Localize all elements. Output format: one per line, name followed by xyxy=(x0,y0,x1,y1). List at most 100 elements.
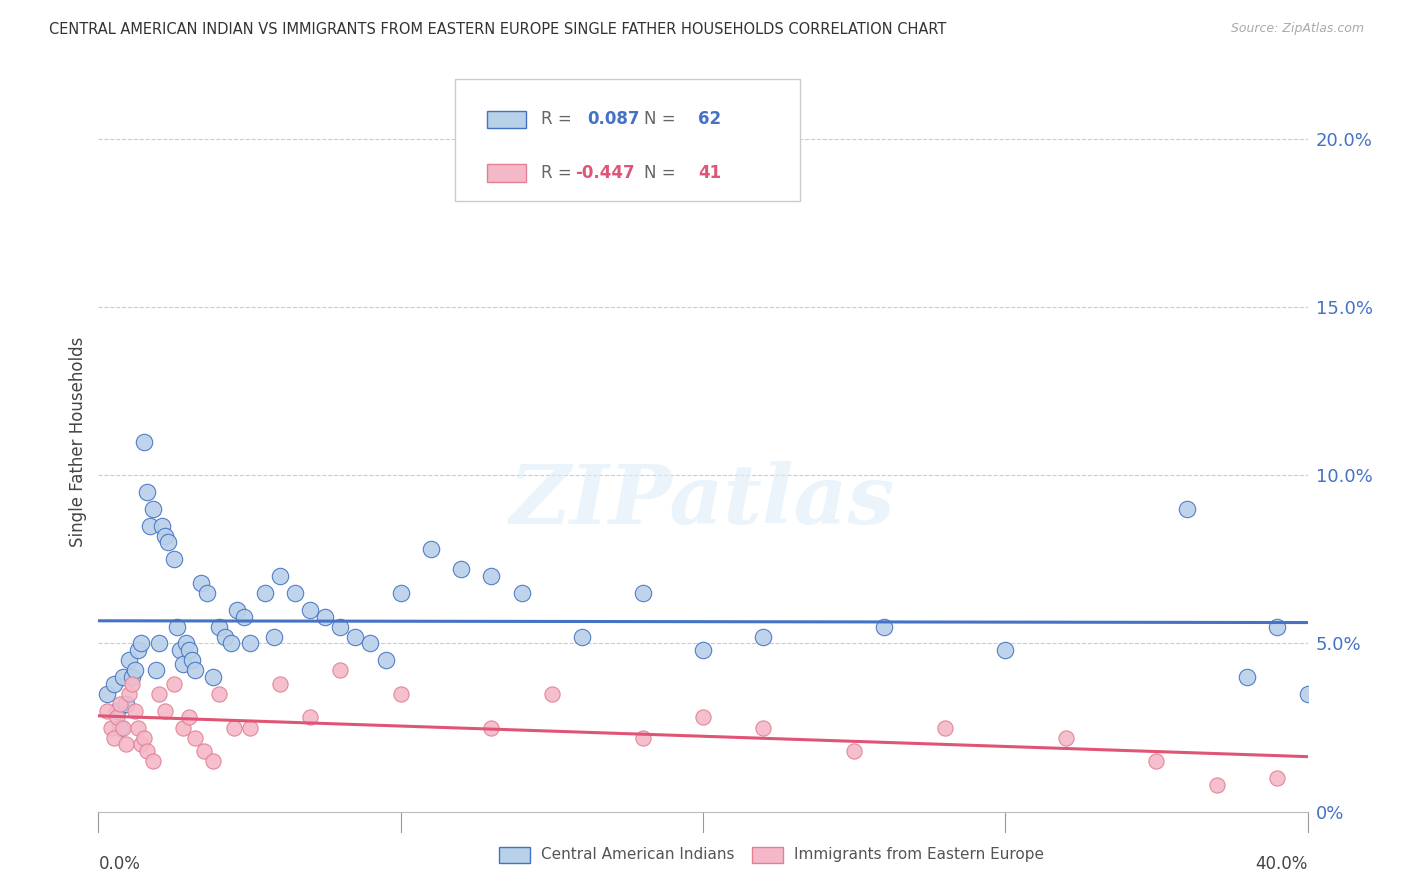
Point xyxy=(132,434,155,449)
Point xyxy=(108,697,131,711)
Point xyxy=(263,630,285,644)
Point xyxy=(224,721,246,735)
Point xyxy=(934,721,956,735)
Point xyxy=(481,721,503,735)
Point xyxy=(193,744,215,758)
Point xyxy=(214,630,236,644)
Point xyxy=(284,586,307,600)
Point xyxy=(127,721,149,735)
Text: R =: R = xyxy=(541,111,576,128)
Point xyxy=(132,731,155,745)
Point xyxy=(121,670,143,684)
Point xyxy=(145,664,167,678)
Point xyxy=(139,518,162,533)
Point xyxy=(181,653,204,667)
Point xyxy=(692,710,714,724)
Point xyxy=(169,643,191,657)
Point xyxy=(202,754,225,768)
Point xyxy=(105,704,128,718)
Point xyxy=(299,603,322,617)
Point xyxy=(208,619,231,633)
Point xyxy=(1144,754,1167,768)
Point xyxy=(156,535,179,549)
Point xyxy=(148,687,170,701)
Point xyxy=(329,664,352,678)
Point xyxy=(269,569,291,583)
Point xyxy=(226,603,249,617)
Text: CENTRAL AMERICAN INDIAN VS IMMIGRANTS FROM EASTERN EUROPE SINGLE FATHER HOUSEHOL: CENTRAL AMERICAN INDIAN VS IMMIGRANTS FR… xyxy=(49,22,946,37)
Point xyxy=(96,687,118,701)
Point xyxy=(127,643,149,657)
Point xyxy=(111,721,134,735)
Point xyxy=(100,721,122,735)
Text: 40.0%: 40.0% xyxy=(1256,855,1308,873)
Point xyxy=(142,754,165,768)
Text: 0.087: 0.087 xyxy=(586,111,640,128)
Point xyxy=(172,721,194,735)
Point xyxy=(510,586,533,600)
Point xyxy=(752,721,775,735)
Point xyxy=(1175,501,1198,516)
Point xyxy=(105,710,128,724)
Point xyxy=(163,677,186,691)
Point xyxy=(129,738,152,752)
Point xyxy=(114,738,136,752)
Point xyxy=(111,670,134,684)
Point xyxy=(344,630,367,644)
Point xyxy=(1236,670,1258,684)
Point xyxy=(752,630,775,644)
Point xyxy=(253,586,276,600)
Point xyxy=(1296,687,1319,701)
Point xyxy=(142,501,165,516)
Point xyxy=(135,485,157,500)
Point xyxy=(184,731,207,745)
Point xyxy=(114,697,136,711)
Text: 0.0%: 0.0% xyxy=(98,855,141,873)
Point xyxy=(844,744,866,758)
Text: N =: N = xyxy=(644,111,681,128)
Point xyxy=(121,677,143,691)
Point xyxy=(179,643,201,657)
Bar xyxy=(486,164,526,182)
Point xyxy=(96,704,118,718)
Point xyxy=(103,677,125,691)
Point xyxy=(118,687,141,701)
Text: N =: N = xyxy=(644,164,681,182)
Point xyxy=(631,731,654,745)
Point xyxy=(269,677,291,691)
Point xyxy=(135,744,157,758)
Point xyxy=(873,619,896,633)
FancyBboxPatch shape xyxy=(456,78,800,201)
Point xyxy=(360,636,382,650)
Point xyxy=(540,687,562,701)
Text: Immigrants from Eastern Europe: Immigrants from Eastern Europe xyxy=(794,847,1045,862)
Point xyxy=(172,657,194,671)
Y-axis label: Single Father Households: Single Father Households xyxy=(69,336,87,547)
Text: -0.447: -0.447 xyxy=(575,164,634,182)
Point xyxy=(179,710,201,724)
Point xyxy=(1206,778,1229,792)
Point xyxy=(232,609,254,624)
Point xyxy=(692,643,714,657)
Text: 41: 41 xyxy=(699,164,721,182)
Point xyxy=(389,687,412,701)
Text: Central American Indians: Central American Indians xyxy=(541,847,735,862)
Point xyxy=(129,636,152,650)
Point xyxy=(1267,619,1289,633)
Point xyxy=(239,721,262,735)
Point xyxy=(174,636,197,650)
Point xyxy=(239,636,262,650)
Point xyxy=(631,586,654,600)
Point xyxy=(202,670,225,684)
Point xyxy=(124,664,146,678)
Point xyxy=(450,562,472,576)
Point xyxy=(153,529,176,543)
Point xyxy=(103,731,125,745)
Point xyxy=(389,586,412,600)
Point xyxy=(314,609,336,624)
Point xyxy=(163,552,186,566)
Point xyxy=(190,575,212,590)
Point xyxy=(195,586,218,600)
Text: ZIPatlas: ZIPatlas xyxy=(510,461,896,541)
Point xyxy=(420,542,443,557)
